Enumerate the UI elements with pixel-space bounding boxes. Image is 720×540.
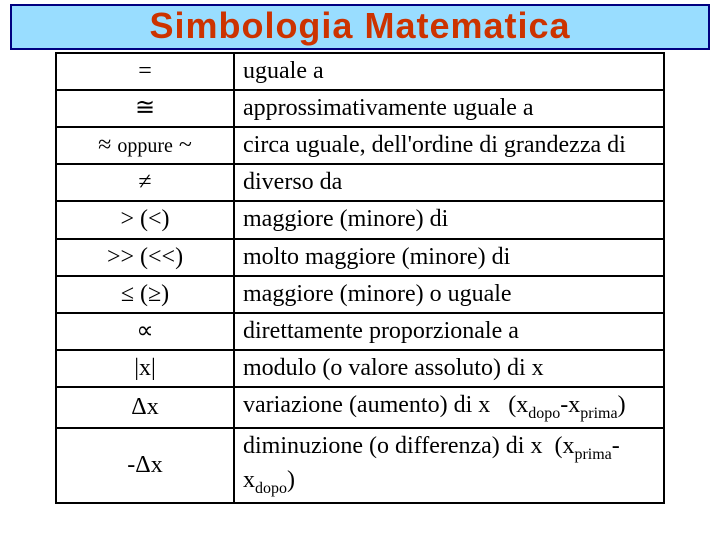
- title-box: Simbologia Matematica: [10, 4, 710, 50]
- symbol-cell: Δx: [56, 387, 234, 428]
- table-row: ≤ (≥)maggiore (minore) o uguale: [56, 276, 664, 313]
- symbol-table-body: =uguale a≅approssimativamente uguale a≈ …: [56, 53, 664, 503]
- description-cell: uguale a: [234, 53, 664, 90]
- slide-title: Simbologia Matematica: [149, 5, 570, 46]
- symbol-cell: > (<): [56, 201, 234, 238]
- table-row: ≅approssimativamente uguale a: [56, 90, 664, 127]
- table-row: ≈ oppure ~circa uguale, dell'ordine di g…: [56, 127, 664, 164]
- symbol-cell: =: [56, 53, 234, 90]
- symbol-cell: ≤ (≥): [56, 276, 234, 313]
- description-cell: maggiore (minore) o uguale: [234, 276, 664, 313]
- description-cell: maggiore (minore) di: [234, 201, 664, 238]
- symbol-cell: ≅: [56, 90, 234, 127]
- table-row: > (<)maggiore (minore) di: [56, 201, 664, 238]
- symbol-table: =uguale a≅approssimativamente uguale a≈ …: [55, 52, 665, 504]
- slide-root: Simbologia Matematica =uguale a≅approssi…: [0, 0, 720, 540]
- description-cell: direttamente proporzionale a: [234, 313, 664, 350]
- table-row: >> (<<)molto maggiore (minore) di: [56, 239, 664, 276]
- description-cell: molto maggiore (minore) di: [234, 239, 664, 276]
- description-cell: modulo (o valore assoluto) di x: [234, 350, 664, 387]
- description-cell: circa uguale, dell'ordine di grandezza d…: [234, 127, 664, 164]
- description-cell: diminuzione (o differenza) di x (xprima-…: [234, 428, 664, 503]
- table-row: ≠diverso da: [56, 164, 664, 201]
- description-cell: approssimativamente uguale a: [234, 90, 664, 127]
- description-cell: variazione (aumento) di x (xdopo-xprima): [234, 387, 664, 428]
- symbol-cell: ≠: [56, 164, 234, 201]
- table-row: -Δxdiminuzione (o differenza) di x (xpri…: [56, 428, 664, 503]
- table-row: |x|modulo (o valore assoluto) di x: [56, 350, 664, 387]
- symbol-cell: -Δx: [56, 428, 234, 503]
- description-cell: diverso da: [234, 164, 664, 201]
- symbol-cell: >> (<<): [56, 239, 234, 276]
- symbol-cell: |x|: [56, 350, 234, 387]
- table-row: Δxvariazione (aumento) di x (xdopo-xprim…: [56, 387, 664, 428]
- table-row: ∝direttamente proporzionale a: [56, 313, 664, 350]
- symbol-cell: ∝: [56, 313, 234, 350]
- symbol-cell: ≈ oppure ~: [56, 127, 234, 164]
- table-row: =uguale a: [56, 53, 664, 90]
